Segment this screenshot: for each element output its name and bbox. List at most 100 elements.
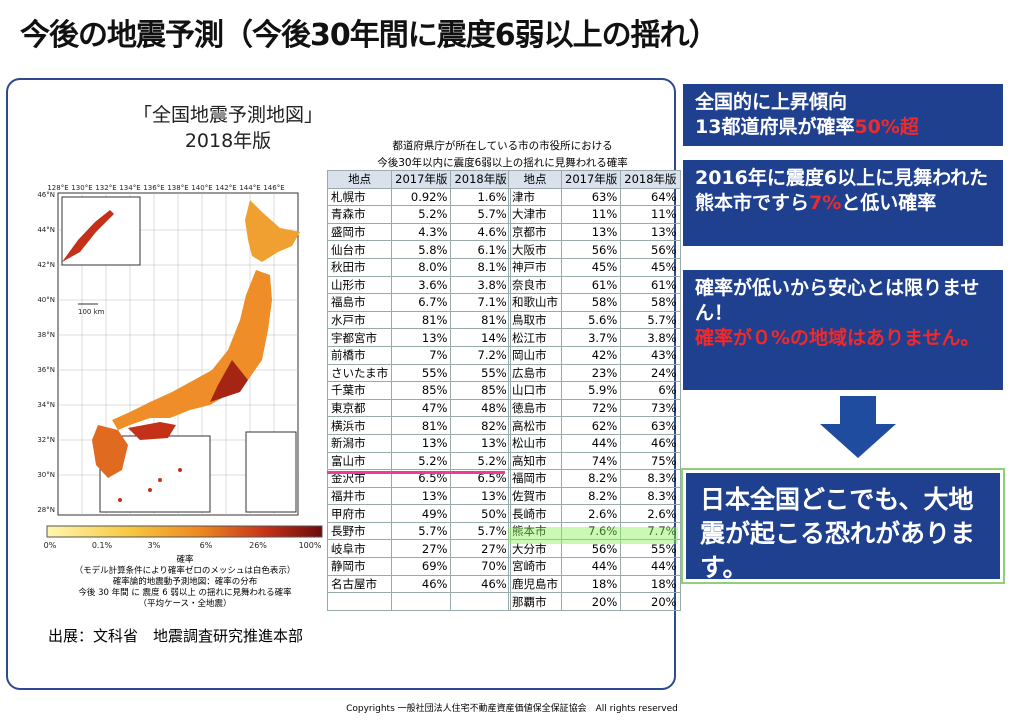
row: 横浜市 81% 82% [326, 416, 511, 435]
cell: 13% [560, 222, 622, 242]
row: 前橋市 7% 7.2% [326, 345, 511, 365]
cell: 55% [450, 363, 511, 383]
cell: 13% [620, 222, 681, 242]
cell: 43% [620, 345, 681, 365]
lon-label: 132°E [95, 184, 116, 192]
legend-note: 確率論的地震動予測地図：確率の分布 [112, 577, 258, 587]
box-text: 全国的に上昇傾向 [695, 91, 848, 113]
row: 千葉市 85% 85% [326, 381, 511, 400]
cell: 5.7% [620, 310, 681, 330]
cell: 佐賀市 [508, 486, 562, 506]
legend-label: 0% [44, 541, 57, 550]
header-cell: 地点 [508, 170, 562, 189]
cell: 5.2% [450, 451, 511, 471]
box-highlight: 確率が０%の地域はありません。 [695, 327, 980, 349]
cell: 46% [450, 574, 511, 594]
lat-label: 34°N [37, 401, 55, 409]
cell: 福井市 [326, 486, 393, 506]
row: 仙台市 5.8% 6.1% [326, 240, 511, 259]
cell: 8.3% [620, 469, 681, 488]
cell: 61% [620, 275, 681, 295]
row: 福岡市 8.2% 8.3% [508, 469, 681, 488]
cell: 81% [391, 416, 452, 435]
cell: 13% [450, 486, 511, 506]
map-heading: 「全国地震予測地図」 [132, 104, 323, 126]
lon-label: 130°E [71, 184, 92, 192]
cell: 高松市 [508, 416, 562, 435]
cell: 62% [560, 416, 622, 435]
cell: 46% [391, 574, 452, 594]
cell: 13% [391, 486, 452, 506]
row: 佐賀市 8.2% 8.3% [508, 486, 681, 506]
cell: 7.2% [450, 345, 511, 365]
cell: 55% [620, 539, 681, 559]
cell: 横浜市 [326, 416, 393, 435]
cell: 44% [620, 557, 681, 576]
cell: 63% [560, 187, 622, 207]
lon-label: 140°E [191, 184, 212, 192]
box-text: 確率が低いから安心とは限りません！ [695, 277, 980, 324]
lon-label: 142°E [215, 184, 236, 192]
row: 長野市 5.7% 5.7% [326, 521, 511, 541]
row: 広島市 23% 24% [508, 363, 681, 383]
lon-label: 146°E [263, 184, 284, 192]
cell: 44% [560, 557, 622, 576]
lon-label: 136°E [143, 184, 164, 192]
cell: 11% [620, 205, 681, 224]
cell: 49% [391, 504, 452, 523]
row: 水戸市 81% 81% [326, 310, 511, 330]
lon-label: 138°E [167, 184, 188, 192]
box-text: 2016年に震度6以上に見舞われた熊本市ですら [695, 167, 989, 214]
cell: 44% [560, 433, 622, 453]
row: 那覇市 20% 20% [508, 592, 681, 611]
row: 盛岡市 4.3% 4.6% [326, 222, 511, 242]
table-right: 地点 2017年版 2018年版 津市 63% 64% 大津市 11% 11% 京都市 13% 13%… [508, 170, 681, 611]
map: 128°E 130°E 132°E 134°E 136°E 138°E 140°E 142°E… [37, 184, 323, 550]
header-cell: 2018年版 [620, 170, 681, 189]
callout-box: 日本全国どこでも、大地震が起こる恐れがあります。 [681, 468, 1005, 584]
cell: 3.7% [560, 328, 622, 347]
cell: 福岡市 [508, 469, 562, 488]
cell: さいたま市 [326, 363, 393, 383]
legend-note: 今後 30 年間 に 震度 6 弱以上 の揺れに見舞われる確率 [78, 588, 292, 598]
row: 大分市 56% 55% [508, 539, 681, 559]
highlight-row [508, 527, 678, 544]
row: 山口市 5.9% 6% [508, 381, 681, 400]
box-highlight: 50%超 [854, 116, 919, 138]
cell: 1.6% [450, 187, 511, 207]
cell: 56% [620, 240, 681, 259]
cell [450, 592, 511, 611]
cell: 23% [560, 363, 622, 383]
cell: 5.2% [391, 205, 452, 224]
lat-label: 38°N [37, 331, 55, 339]
row: 東京都 47% 48% [326, 398, 511, 418]
cell: 6.7% [391, 293, 452, 312]
legend-note: 確率 [176, 555, 194, 565]
cell: 2.6% [560, 504, 622, 523]
cell: 宮崎市 [508, 557, 562, 576]
cell: 63% [620, 416, 681, 435]
lat-label: 46°N [37, 191, 55, 199]
legend-note: （モデル計算条件により確率ゼロのメッシュは白色表示） [74, 566, 296, 576]
cell: 那覇市 [508, 592, 562, 611]
cell: 神戸市 [508, 257, 562, 277]
lat-label: 32°N [37, 436, 55, 444]
cell: 74% [560, 451, 622, 471]
cell: 前橋市 [326, 345, 393, 365]
legend-label: 6% [200, 541, 213, 550]
cell: 山形市 [326, 275, 393, 295]
cell: 盛岡市 [326, 222, 393, 242]
box-highlight: 7% [809, 192, 842, 214]
cell: 5.2% [391, 451, 452, 471]
cell: 7.1% [450, 293, 511, 312]
lon-label: 134°E [119, 184, 140, 192]
header-row: 地点 2017年版 2018年版 [326, 170, 511, 189]
cell: 2.6% [620, 504, 681, 523]
cell: 大阪市 [508, 240, 562, 259]
cell: 18% [620, 574, 681, 594]
table-caption: 都道府県庁が所在している市の市役所における [392, 140, 613, 152]
cell: 6.1% [450, 240, 511, 259]
cell: 82% [450, 416, 511, 435]
cell: 42% [560, 345, 622, 365]
cell: 48% [450, 398, 511, 418]
